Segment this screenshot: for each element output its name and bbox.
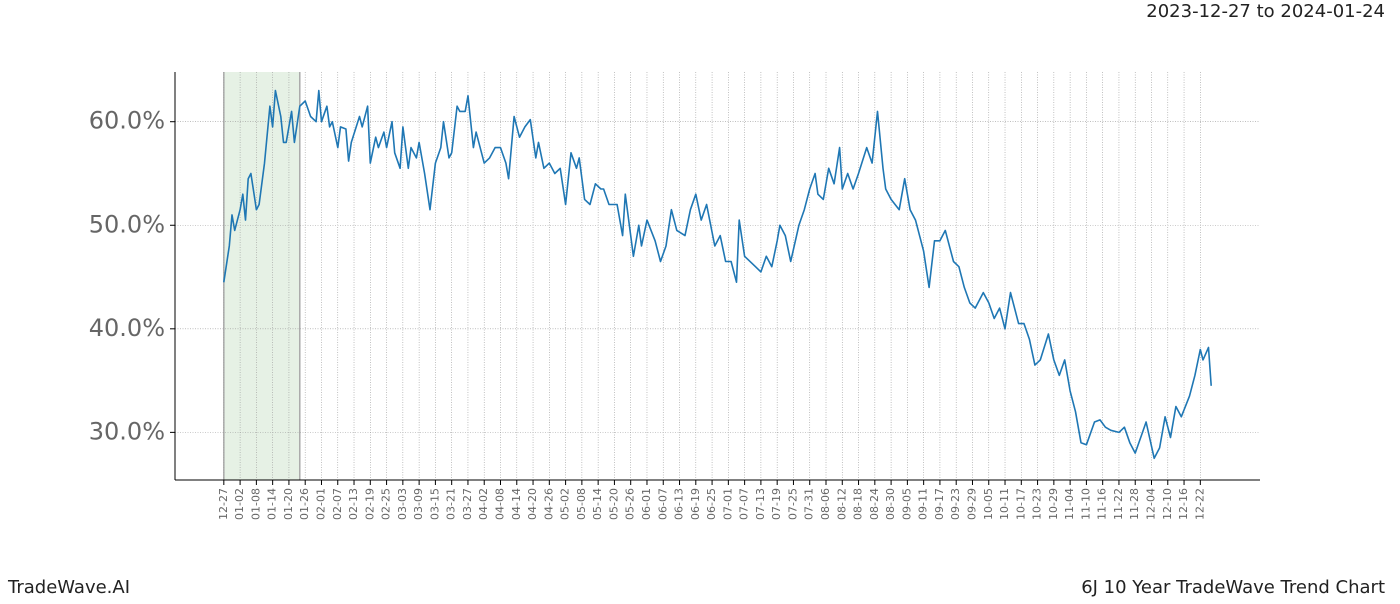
- x-tick-label: 12-27: [217, 488, 230, 520]
- x-tick-label: 04-14: [510, 488, 523, 520]
- x-tick-label: 12-04: [1145, 488, 1158, 520]
- x-tick-label: 03-21: [445, 488, 458, 520]
- x-tick-label: 11-22: [1112, 488, 1125, 520]
- x-tick-label: 02-01: [314, 488, 327, 520]
- x-tick-label: 04-26: [542, 488, 555, 520]
- x-tick-label: 02-19: [363, 488, 376, 520]
- x-tick-label: 01-08: [249, 488, 262, 520]
- x-tick-label: 12-10: [1161, 488, 1174, 520]
- x-tick-label: 07-13: [754, 488, 767, 520]
- x-tick-label: 07-19: [770, 488, 783, 520]
- x-tick-label: 08-12: [835, 488, 848, 520]
- x-tick-label: 10-23: [1031, 488, 1044, 520]
- x-tick-label: 09-17: [933, 488, 946, 520]
- x-tick-label: 11-16: [1096, 488, 1109, 520]
- x-tick-label: 05-20: [607, 488, 620, 520]
- y-tick-label: 30.0%: [89, 417, 165, 445]
- x-tick-label: 01-26: [298, 488, 311, 520]
- x-tick-label: 11-04: [1063, 488, 1076, 520]
- x-tick-label: 08-30: [884, 488, 897, 520]
- x-tick-label: 08-18: [852, 488, 865, 520]
- x-tick-label: 07-07: [738, 488, 751, 520]
- x-tick-label: 06-25: [705, 488, 718, 520]
- x-tick-label: 12-22: [1193, 488, 1206, 520]
- x-tick-label: 06-07: [656, 488, 669, 520]
- x-tick-label: 04-20: [526, 488, 539, 520]
- x-tick-label: 09-11: [917, 488, 930, 520]
- x-tick-label: 02-07: [331, 488, 344, 520]
- x-tick-label: 09-29: [965, 488, 978, 520]
- x-tick-label: 05-14: [591, 488, 604, 520]
- x-tick-label: 11-10: [1079, 488, 1092, 520]
- y-tick-label: 40.0%: [89, 314, 165, 342]
- y-tick-label: 50.0%: [89, 210, 165, 238]
- x-tick-label: 07-01: [721, 488, 734, 520]
- x-tick-label: 01-14: [266, 488, 279, 520]
- x-tick-label: 02-13: [347, 488, 360, 520]
- x-tick-label: 05-08: [575, 488, 588, 520]
- data-line: [223, 89, 1212, 460]
- x-tick-label: 01-02: [233, 488, 246, 520]
- brand: TradeWave.AI: [7, 577, 130, 598]
- y-tick-label: 60.0%: [89, 107, 165, 135]
- x-tick-label: 09-23: [949, 488, 962, 520]
- x-tick-label: 10-17: [1014, 488, 1027, 520]
- x-tick-label: 04-02: [477, 488, 490, 520]
- x-tick-label: 01-20: [282, 488, 295, 520]
- x-tick-label: 04-08: [494, 488, 507, 520]
- x-tick-label: 02-25: [380, 488, 393, 520]
- x-tick-label: 10-29: [1047, 488, 1060, 520]
- x-tick-label: 08-06: [819, 488, 832, 520]
- x-tick-label: 12-16: [1177, 488, 1190, 520]
- x-tick-label: 07-31: [803, 488, 816, 520]
- x-tick-label: 06-19: [689, 488, 702, 520]
- x-tick-label: 03-27: [461, 488, 474, 520]
- x-tick-label: 06-01: [640, 488, 653, 520]
- chart-subtitle: 2023-12-27 to 2024-01-24: [1146, 1, 1385, 22]
- x-tick-label: 09-05: [900, 488, 913, 520]
- x-tick-label: 05-02: [559, 488, 572, 520]
- x-tick-label: 08-24: [868, 488, 881, 520]
- x-tick-label: 11-28: [1128, 488, 1141, 520]
- chart-title: 6J 10 Year TradeWave Trend Chart: [1081, 577, 1385, 598]
- x-tick-label: 03-03: [396, 488, 409, 520]
- x-tick-label: 03-15: [428, 488, 441, 520]
- x-tick-label: 05-26: [624, 488, 637, 520]
- plot-area: 30.0% 40.0% 50.0% 60.0% 12-27 01-02 01-08 01-14…: [89, 72, 1260, 520]
- x-tick-label: 10-11: [998, 488, 1011, 520]
- x-tick-label: 03-09: [412, 488, 425, 520]
- x-tick-label: 10-05: [982, 488, 995, 520]
- x-tick-label: 07-25: [786, 488, 799, 520]
- x-tick-label: 06-13: [673, 488, 686, 520]
